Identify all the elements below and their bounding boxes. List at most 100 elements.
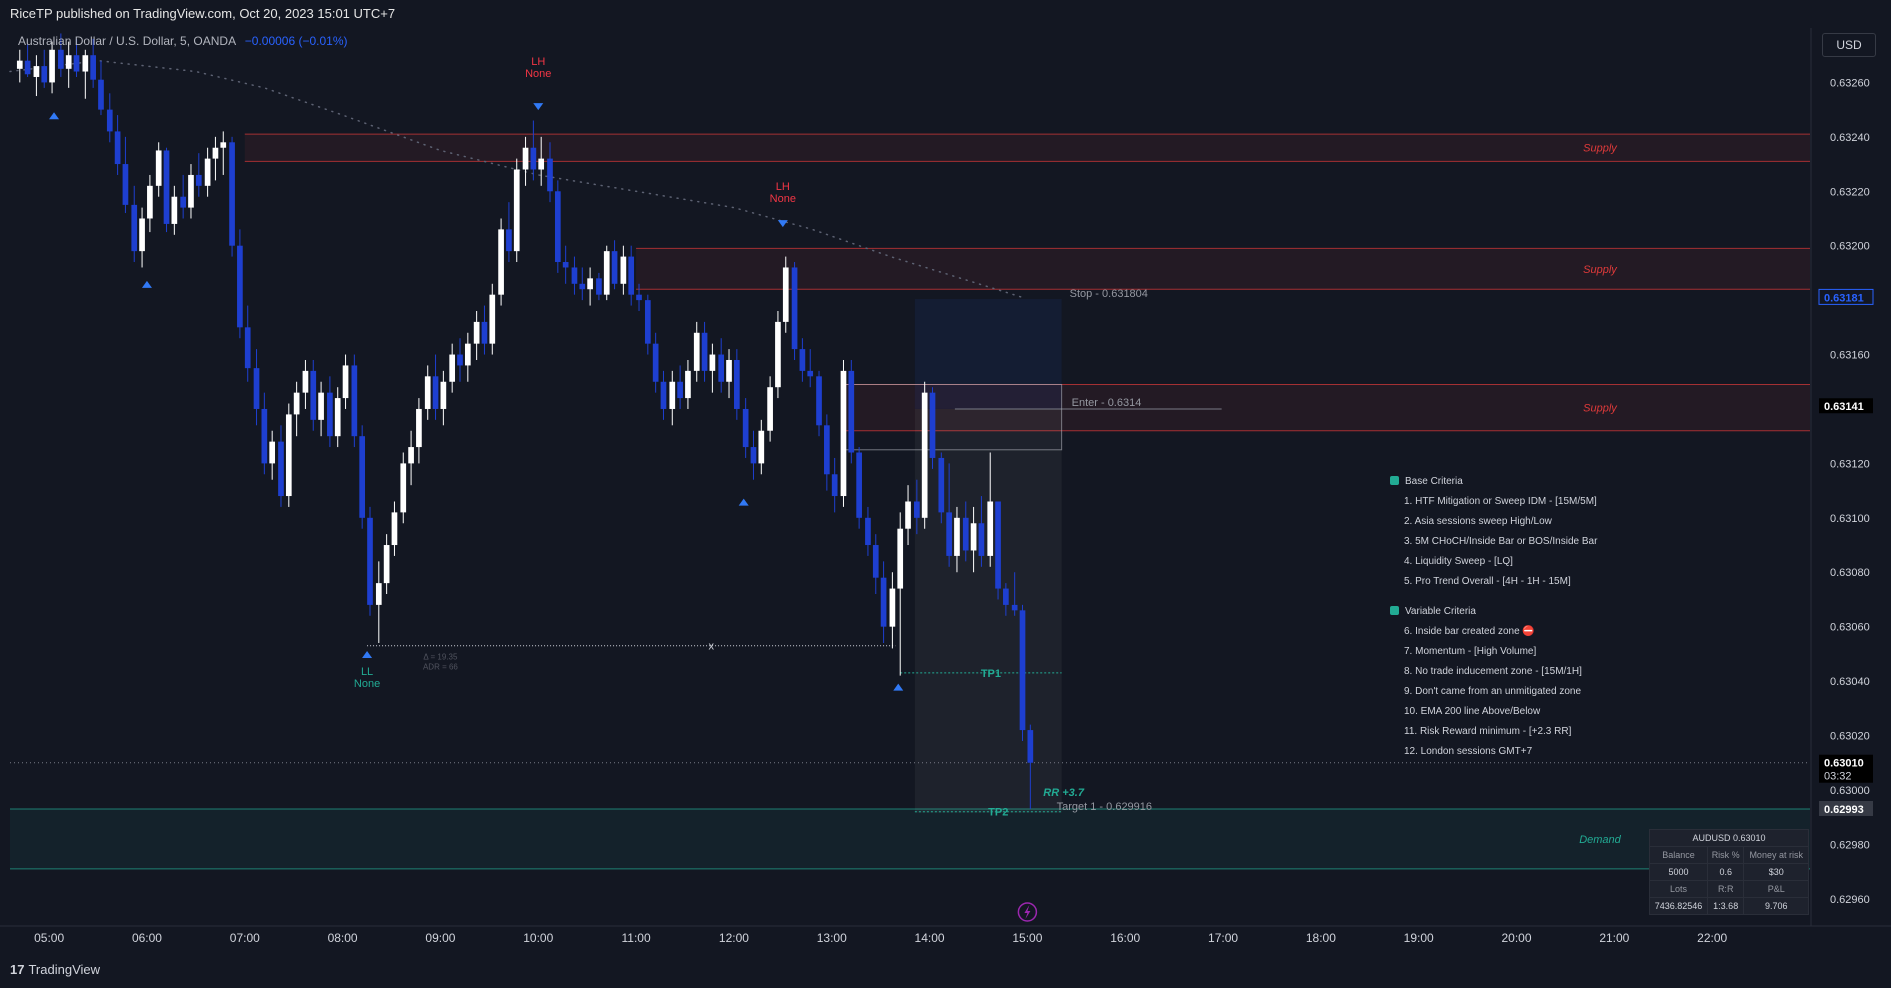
candle xyxy=(872,545,879,578)
zone-supply xyxy=(244,134,1811,162)
candle xyxy=(131,204,138,252)
candle xyxy=(669,381,676,409)
candle xyxy=(171,196,178,224)
candle xyxy=(1027,730,1034,763)
candle xyxy=(498,229,504,295)
candle xyxy=(416,408,422,448)
candle xyxy=(807,370,814,377)
variable-criteria-item-6: 11. Risk Reward minimum - [+2.3 RR] xyxy=(1404,726,1572,737)
time-tick-label: 17:00 xyxy=(1208,931,1238,945)
price-label-box xyxy=(1819,800,1873,816)
lots-value: 7436.82546 xyxy=(1649,897,1708,915)
candle xyxy=(302,370,309,393)
balance-header: Balance xyxy=(1649,846,1708,864)
variable-criteria-heading: Variable Criteria xyxy=(1390,602,1597,622)
time-tick-label: 21:00 xyxy=(1599,931,1629,945)
rr-value: 1:3.68 xyxy=(1706,897,1745,915)
candle xyxy=(278,441,284,497)
candle xyxy=(310,370,317,420)
rr-header: R:R xyxy=(1706,880,1745,898)
target-label: Target 1 - 0.629916 xyxy=(1057,801,1152,813)
candle xyxy=(342,365,349,399)
tradingview-footer[interactable]: 17 TradingView xyxy=(10,962,100,977)
time-tick-label: 06:00 xyxy=(132,931,162,945)
candle xyxy=(848,370,855,453)
candle xyxy=(929,392,936,458)
variable-criteria-item-1: 6. Inside bar created zone ⛔ xyxy=(1404,626,1535,637)
time-tick-label: 14:00 xyxy=(915,931,945,945)
symbol-legend[interactable]: Australian Dollar / U.S. Dollar, 5, OAND… xyxy=(18,34,348,48)
candle xyxy=(596,278,602,295)
candle xyxy=(587,278,593,290)
symbol-name: Australian Dollar / U.S. Dollar, 5, OAND… xyxy=(18,34,236,48)
currency-button[interactable]: USD xyxy=(1822,33,1876,57)
candle xyxy=(644,300,651,344)
checkbox-icon xyxy=(1390,606,1399,615)
risk-value: 0.6 xyxy=(1706,863,1745,881)
candle xyxy=(1011,604,1018,611)
candle xyxy=(905,501,911,529)
candle xyxy=(709,354,716,371)
candle xyxy=(327,392,333,437)
candle xyxy=(449,354,456,382)
candle xyxy=(212,147,219,159)
money-value: $30 xyxy=(1743,863,1809,881)
candle xyxy=(816,376,822,426)
candle xyxy=(522,147,529,170)
candle xyxy=(530,147,537,170)
candle xyxy=(978,523,985,556)
candle xyxy=(693,332,700,371)
candle xyxy=(58,49,64,69)
stop-area xyxy=(914,299,1062,409)
base-criteria-item-2: 2. Asia sessions sweep High/Low xyxy=(1404,516,1552,527)
candle xyxy=(293,392,300,415)
candle xyxy=(571,267,578,284)
candle xyxy=(73,55,80,72)
candle xyxy=(921,392,928,518)
candle xyxy=(1019,610,1026,731)
candle xyxy=(880,577,887,627)
candle xyxy=(636,294,642,301)
candle xyxy=(538,158,545,170)
candle xyxy=(359,436,366,518)
candle xyxy=(147,185,153,219)
candle xyxy=(106,109,113,132)
candle xyxy=(954,517,960,556)
price-tick-label: 0.62980 xyxy=(1830,839,1870,851)
candle xyxy=(782,267,789,322)
candle xyxy=(82,55,89,72)
swing-label: LH xyxy=(776,181,790,193)
candle xyxy=(489,294,496,344)
range-note: ADR = 66 xyxy=(423,663,458,672)
top-bar: RiceTP published on TradingView.com, Oct… xyxy=(0,0,1891,28)
candle xyxy=(962,517,969,551)
candle xyxy=(285,414,292,497)
base-criteria-item-5: 5. Pro Trend Overall - [4H - 1H - 15M] xyxy=(1404,576,1571,587)
zone-supply xyxy=(636,248,1811,290)
price-tick-label: 0.63100 xyxy=(1830,513,1870,525)
risk-table: AUDUSD 0.63010 Balance Risk % Money at r… xyxy=(1649,829,1809,915)
swing-label: LH xyxy=(531,56,545,68)
price-tick-label: 0.63160 xyxy=(1830,350,1870,362)
candle xyxy=(408,447,414,464)
candle xyxy=(628,256,635,295)
down-arrow-icon xyxy=(777,220,788,228)
pnl-header: P&L xyxy=(1743,880,1809,898)
candle xyxy=(775,321,781,388)
brand-name: TradingView xyxy=(28,962,101,977)
price-label: 0.63141 xyxy=(1824,401,1864,413)
candle xyxy=(685,370,691,399)
tradingview-logo-icon: 17 xyxy=(10,962,25,977)
candle xyxy=(473,321,480,344)
time-tick-label: 09:00 xyxy=(425,931,455,945)
zone-label: Supply xyxy=(1583,403,1618,415)
price-tick-label: 0.63080 xyxy=(1830,567,1870,579)
lots-header: Lots xyxy=(1649,880,1708,898)
lightning-icon xyxy=(1017,902,1038,922)
candle xyxy=(180,196,186,208)
candle xyxy=(1003,588,1009,605)
money-header: Money at risk xyxy=(1743,846,1809,864)
candle xyxy=(750,447,757,464)
candle xyxy=(33,66,40,77)
